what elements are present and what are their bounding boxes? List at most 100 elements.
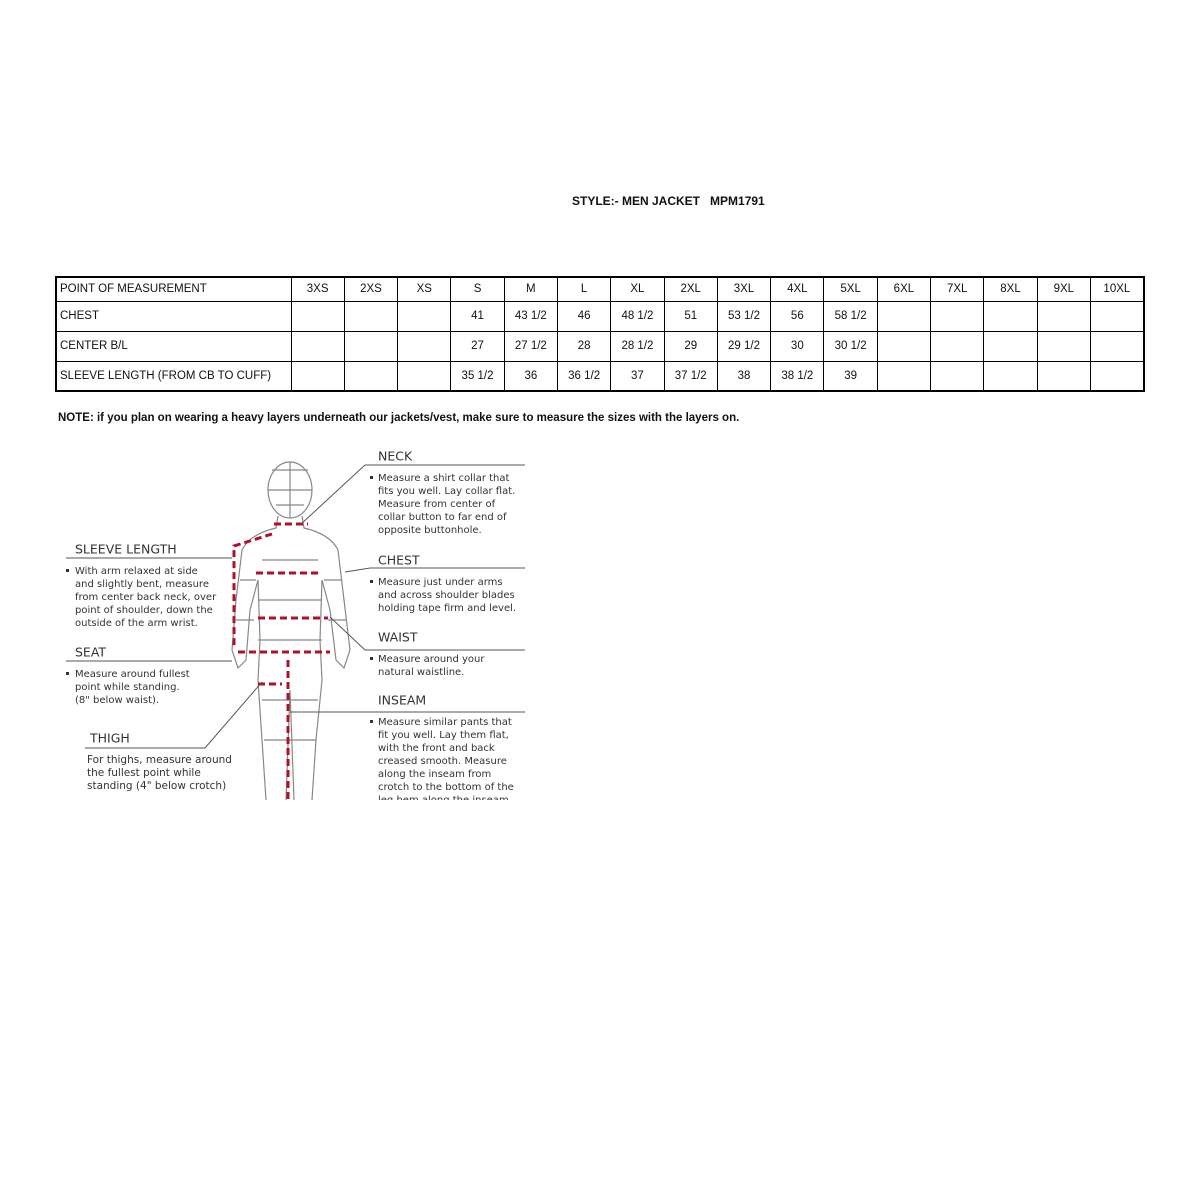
column-header: 3XL bbox=[716, 276, 772, 302]
cell bbox=[876, 360, 932, 392]
cell: 37 1/2 bbox=[663, 360, 718, 392]
cell bbox=[343, 330, 399, 362]
callout-text: point of shoulder, down the bbox=[75, 605, 213, 616]
callout-text: opposite buttonhole. bbox=[378, 525, 482, 536]
cell bbox=[290, 330, 345, 362]
cell bbox=[397, 300, 452, 332]
bullet bbox=[370, 720, 373, 723]
callout-text: natural waistline. bbox=[378, 667, 464, 678]
row-label: SLEEVE LENGTH (FROM CB TO CUFF) bbox=[55, 360, 292, 392]
column-header: L bbox=[556, 276, 612, 302]
cell: 37 bbox=[610, 360, 665, 392]
column-header: 5XL bbox=[823, 276, 878, 302]
callout-text: from center back neck, over bbox=[75, 592, 217, 603]
note: NOTE: if you plan on wearing a heavy lay… bbox=[58, 412, 740, 424]
callout-label: SLEEVE LENGTH bbox=[75, 542, 177, 557]
measure-lines bbox=[232, 522, 330, 800]
bullet bbox=[66, 569, 69, 572]
callout-text: Measure around fullest bbox=[75, 669, 190, 680]
callout-label: THIGH bbox=[89, 731, 130, 746]
callout-text: crotch to the bottom of the bbox=[378, 782, 514, 793]
cell: 48 1/2 bbox=[610, 300, 665, 332]
cell bbox=[1089, 330, 1145, 362]
callout-text: standing (4" below crotch) bbox=[87, 780, 226, 792]
cell bbox=[930, 300, 985, 332]
callout-label: INSEAM bbox=[378, 693, 426, 708]
cell bbox=[1036, 330, 1091, 362]
column-header: S bbox=[450, 276, 505, 302]
column-header: XS bbox=[397, 276, 452, 302]
callout-label: NECK bbox=[378, 449, 413, 464]
callout-text: Measure similar pants that bbox=[378, 717, 512, 728]
column-header: XL bbox=[610, 276, 665, 302]
column-header: 7XL bbox=[930, 276, 985, 302]
callout-text: For thighs, measure around bbox=[87, 754, 232, 766]
cell bbox=[343, 360, 399, 392]
column-header: POINT OF MEASUREMENT bbox=[55, 276, 292, 302]
column-header: 10XL bbox=[1089, 276, 1145, 302]
callout-text: and across shoulder blades bbox=[378, 590, 515, 601]
callout-text: creased smooth. Measure bbox=[378, 756, 507, 767]
cell: 38 bbox=[716, 360, 772, 392]
callout-text: point while standing. bbox=[75, 682, 180, 693]
table-row: CHEST 41 43 1/2 46 48 1/2 51 53 1/2 56 58 1/2 bbox=[55, 300, 1145, 332]
cell bbox=[343, 300, 399, 332]
cell: 35 1/2 bbox=[450, 360, 505, 392]
callout-text: leg hem along the inseam. bbox=[378, 795, 512, 800]
cell: 29 1/2 bbox=[716, 330, 772, 362]
cell: 36 1/2 bbox=[556, 360, 612, 392]
bullet bbox=[370, 657, 373, 660]
cell: 56 bbox=[770, 300, 825, 332]
bullet bbox=[370, 476, 373, 479]
cell: 53 1/2 bbox=[716, 300, 772, 332]
cell: 27 1/2 bbox=[503, 330, 558, 362]
cell bbox=[930, 360, 985, 392]
callout-text: holding tape firm and level. bbox=[378, 603, 516, 614]
callout-text: Measure just under arms bbox=[378, 577, 503, 588]
callout-text: and slightly bent, measure bbox=[75, 579, 209, 590]
callout-text: Measure from center of bbox=[378, 499, 496, 510]
table-row: CENTER B/L 27 27 1/2 28 28 1/2 29 29 1/2 30 30 1… bbox=[55, 330, 1145, 362]
callout-text: collar button to far end of bbox=[378, 512, 507, 523]
callout-text: fits you well. Lay collar flat. bbox=[378, 486, 515, 497]
cell: 43 1/2 bbox=[503, 300, 558, 332]
cell: 28 bbox=[556, 330, 612, 362]
cell bbox=[983, 330, 1038, 362]
row-label: CHEST bbox=[55, 300, 292, 332]
cell bbox=[290, 360, 345, 392]
column-header: M bbox=[503, 276, 558, 302]
column-header: 8XL bbox=[983, 276, 1038, 302]
cell: 51 bbox=[663, 300, 718, 332]
row-label: CENTER B/L bbox=[55, 330, 292, 362]
cell: 29 bbox=[663, 330, 718, 362]
callout-text: fit you well. Lay them flat, bbox=[378, 730, 509, 741]
cell: 30 1/2 bbox=[823, 330, 878, 362]
cell bbox=[290, 300, 345, 332]
cell bbox=[1089, 300, 1145, 332]
cell: 28 1/2 bbox=[610, 330, 665, 362]
cell: 39 bbox=[823, 360, 878, 392]
callout-text: (8" below waist). bbox=[75, 695, 159, 706]
bullet bbox=[370, 580, 373, 583]
style-title: STYLE:- MEN JACKET MPM1791 bbox=[572, 194, 765, 208]
callout-text: Measure a shirt collar that bbox=[378, 473, 510, 484]
cell bbox=[930, 330, 985, 362]
callout-text: with the front and back bbox=[378, 743, 495, 754]
cell: 36 bbox=[503, 360, 558, 392]
cell bbox=[1036, 360, 1091, 392]
column-header: 4XL bbox=[770, 276, 825, 302]
header-row: POINT OF MEASUREMENT 3XS 2XS XS S M L XL 2XL 3XL 4… bbox=[55, 276, 1145, 302]
cell: 38 1/2 bbox=[770, 360, 825, 392]
callout-text: outside of the arm wrist. bbox=[75, 618, 198, 629]
column-header: 3XS bbox=[290, 276, 345, 302]
callout-label: SEAT bbox=[75, 645, 106, 660]
cell: 30 bbox=[770, 330, 825, 362]
style-code: MPM1791 bbox=[710, 194, 765, 208]
leader-lines bbox=[66, 464, 525, 749]
cell bbox=[1036, 300, 1091, 332]
column-header: 2XS bbox=[343, 276, 399, 302]
cell: 41 bbox=[450, 300, 505, 332]
body-figure bbox=[231, 461, 351, 800]
cell bbox=[397, 360, 452, 392]
